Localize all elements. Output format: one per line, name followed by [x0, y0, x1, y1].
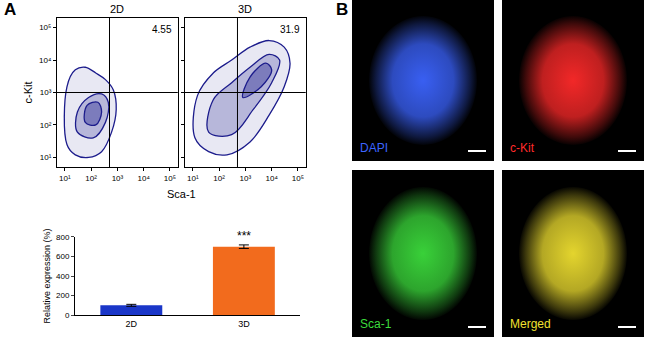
svg-text:3D: 3D	[238, 319, 250, 329]
html-text:Merged: Merged	[510, 317, 551, 331]
svg-text:10⁴: 10⁴	[138, 174, 151, 183]
svg-text:10⁵: 10⁵	[164, 174, 176, 183]
svg-text:0: 0	[65, 311, 70, 320]
svg-text:***: ***	[237, 229, 251, 243]
html-text:Sca-1: Sca-1	[360, 317, 392, 331]
html-text:B: B	[336, 0, 349, 19]
svg-text:c-Kit: c-Kit	[22, 82, 34, 104]
svg-text:10¹: 10¹	[59, 174, 71, 183]
svg-text:400: 400	[56, 272, 70, 281]
svg-text:800: 800	[56, 233, 70, 242]
html-text:DAPI: DAPI	[360, 141, 388, 155]
html-text:A: A	[4, 0, 17, 19]
svg-text:10⁴: 10⁴	[265, 174, 278, 183]
svg-text:4.55: 4.55	[152, 24, 172, 35]
svg-text:3D: 3D	[238, 3, 252, 15]
svg-text:10³: 10³	[112, 174, 124, 183]
svg-text:10¹: 10¹	[40, 153, 52, 162]
svg-text:10³: 10³	[40, 88, 52, 97]
svg-text:10³: 10³	[240, 174, 252, 183]
svg-text:10⁵: 10⁵	[292, 174, 304, 183]
svg-text:Sca-1: Sca-1	[167, 188, 196, 200]
svg-text:200: 200	[56, 291, 70, 300]
svg-text:10²: 10²	[40, 121, 52, 130]
svg-text:2D: 2D	[126, 319, 138, 329]
svg-text:2D: 2D	[110, 3, 124, 15]
svg-text:10⁴: 10⁴	[39, 56, 52, 65]
svg-text:10¹: 10¹	[187, 174, 199, 183]
svg-text:600: 600	[56, 252, 70, 261]
svg-text:10⁵: 10⁵	[39, 23, 51, 32]
svg-text:10²: 10²	[85, 174, 97, 183]
svg-text:Relative expression (%): Relative expression (%)	[42, 228, 52, 323]
svg-text:31.9: 31.9	[280, 24, 300, 35]
svg-text:10²: 10²	[213, 174, 225, 183]
html-text:c-Kit: c-Kit	[510, 141, 534, 155]
